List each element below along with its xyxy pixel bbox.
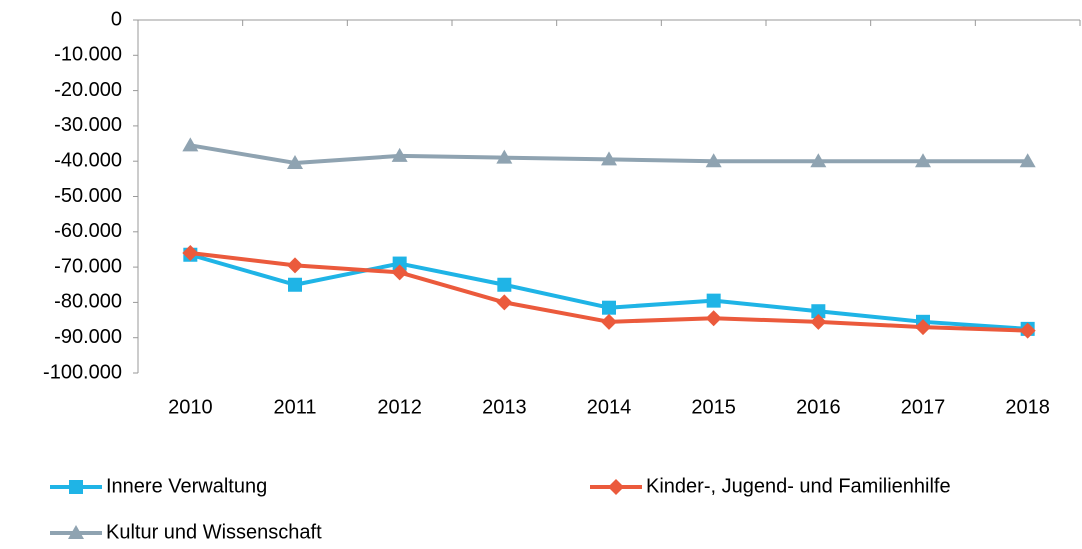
marker — [705, 153, 722, 168]
marker — [811, 304, 826, 319]
y-tick-label: -100.000 — [43, 361, 122, 383]
marker — [705, 310, 722, 327]
legend-entry: Innere Verwaltung — [50, 475, 267, 497]
x-tick-label: 2010 — [168, 396, 213, 418]
marker — [182, 244, 199, 261]
marker — [69, 480, 83, 494]
marker — [68, 525, 84, 539]
x-tick-label: 2016 — [796, 396, 841, 418]
marker — [602, 300, 616, 315]
marker — [915, 319, 931, 336]
marker — [288, 277, 302, 292]
x-tick-label: 2017 — [901, 396, 946, 418]
marker — [1019, 153, 1036, 168]
marker — [497, 277, 512, 292]
marker — [810, 313, 827, 330]
marker — [496, 149, 513, 164]
y-tick-label: -20.000 — [54, 79, 122, 101]
x-tick-label: 2015 — [691, 396, 736, 418]
x-tick-label: 2013 — [482, 396, 527, 418]
legend-entry: Kinder-, Jugend- und Familienhilfe — [590, 475, 951, 497]
marker — [287, 257, 303, 274]
marker — [392, 256, 407, 271]
series — [182, 137, 1036, 169]
y-tick-label: -90.000 — [54, 326, 122, 348]
x-tick-label: 2018 — [1005, 396, 1050, 418]
marker — [608, 479, 624, 495]
x-tick-label: 2012 — [377, 396, 422, 418]
y-tick-label: -60.000 — [54, 220, 122, 242]
y-tick-label: 0 — [111, 8, 122, 30]
series — [182, 244, 1036, 339]
legend-label: Kinder-, Jugend- und Familienhilfe — [646, 475, 951, 497]
marker — [496, 294, 513, 311]
y-tick-label: -30.000 — [54, 114, 122, 136]
marker — [601, 313, 617, 330]
marker — [182, 137, 199, 152]
y-tick-label: -40.000 — [54, 149, 122, 171]
marker — [601, 151, 617, 166]
marker — [1019, 322, 1036, 339]
y-tick-label: -70.000 — [54, 255, 122, 277]
legend-label: Kultur und Wissenschaft — [106, 521, 322, 543]
x-tick-label: 2014 — [587, 396, 632, 418]
y-tick-label: -50.000 — [54, 185, 122, 207]
marker — [810, 153, 827, 168]
legend-label: Innere Verwaltung — [106, 475, 267, 497]
marker — [391, 147, 408, 162]
marker — [391, 264, 408, 281]
legend-entry: Kultur und Wissenschaft — [50, 521, 322, 543]
marker — [287, 154, 303, 169]
y-tick-label: -80.000 — [54, 291, 122, 313]
x-tick-label: 2011 — [273, 396, 316, 418]
marker — [706, 293, 721, 308]
marker — [915, 153, 931, 168]
y-tick-label: -10.000 — [54, 44, 122, 66]
